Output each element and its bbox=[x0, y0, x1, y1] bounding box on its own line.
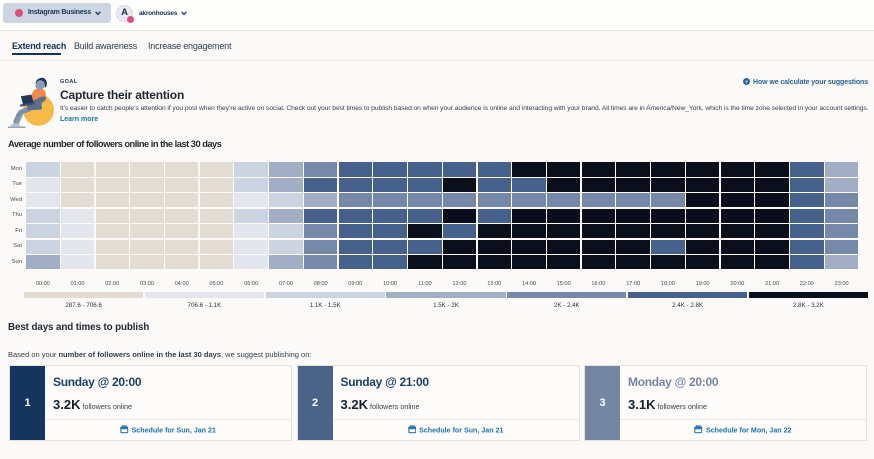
svg-text:?: ? bbox=[745, 79, 748, 85]
